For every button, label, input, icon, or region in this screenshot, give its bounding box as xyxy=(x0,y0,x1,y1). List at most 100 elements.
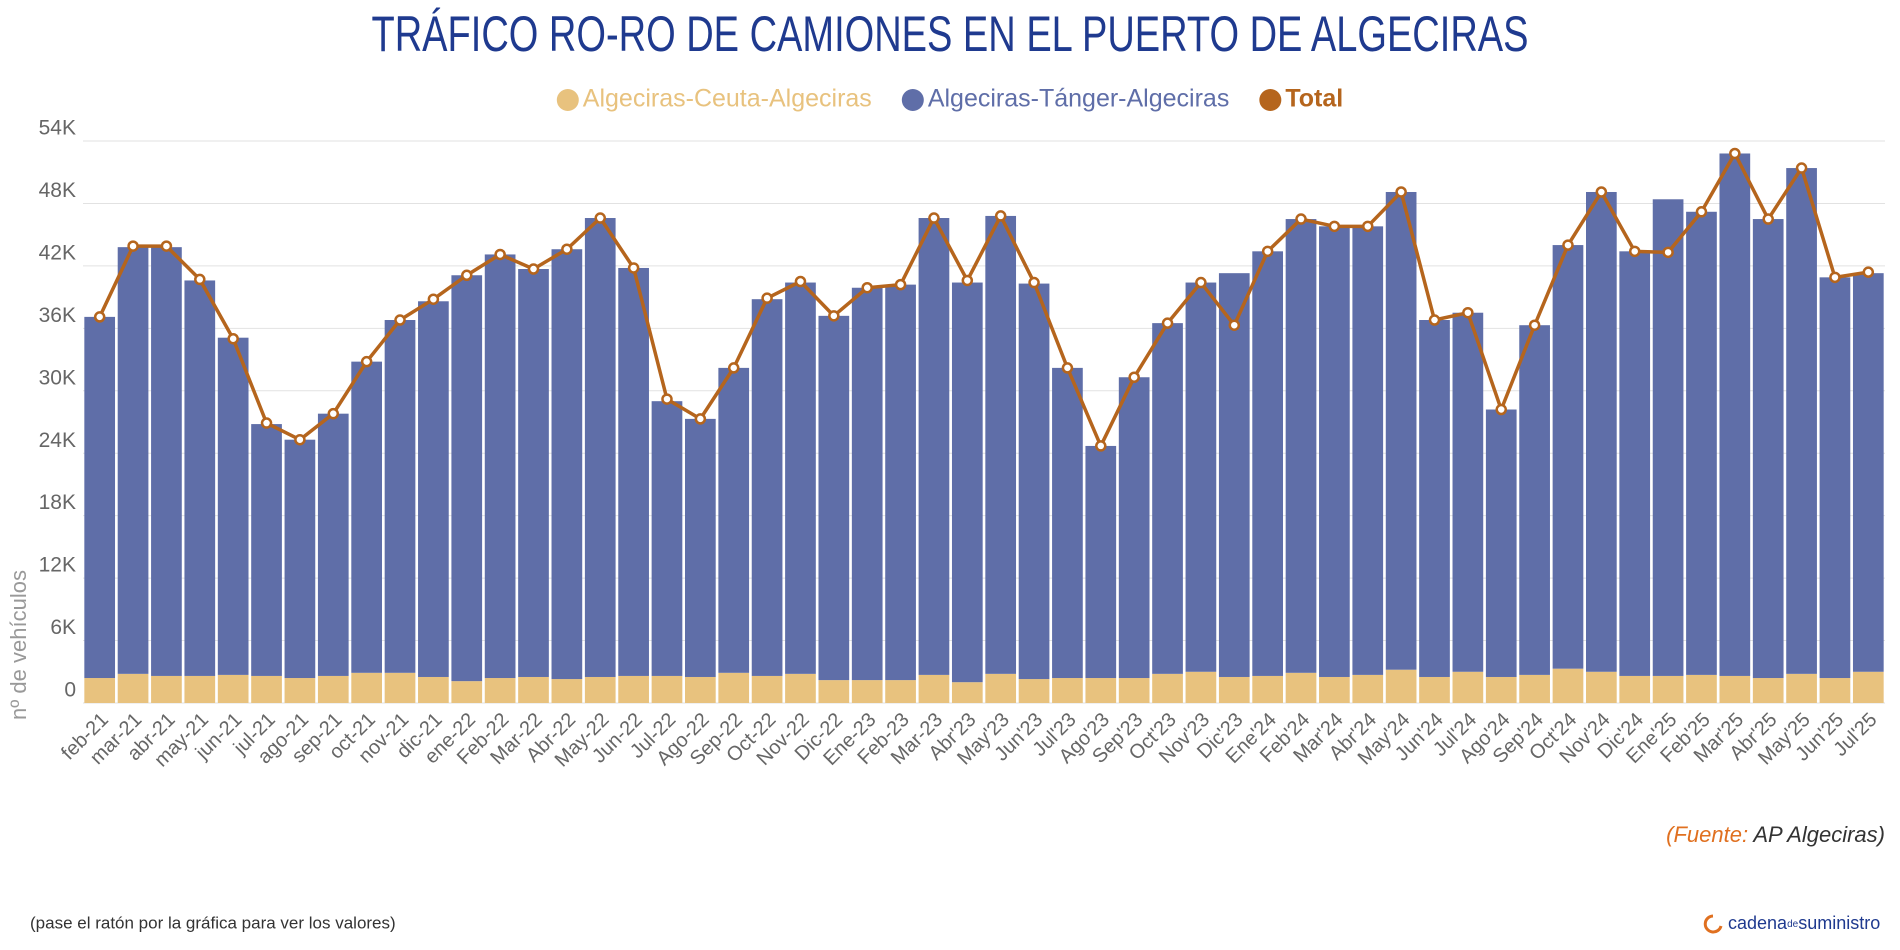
total-point xyxy=(1228,319,1241,331)
total-point xyxy=(494,248,506,261)
total-point xyxy=(1829,271,1841,284)
total-point xyxy=(794,275,807,288)
bar-segment xyxy=(1552,245,1584,669)
bar-segment xyxy=(251,424,282,676)
total-point xyxy=(1662,246,1674,259)
bar-segment xyxy=(1752,678,1784,703)
bar-segment xyxy=(1419,320,1450,677)
bar-segment xyxy=(1819,678,1851,703)
bar-segment xyxy=(1018,283,1050,680)
bar-segment xyxy=(284,678,316,703)
bar-segment xyxy=(785,673,816,703)
chart-title: TRÁFICO RO-RO DE CAMIONES EN EL PUERTO D… xyxy=(372,6,1529,62)
bar-segment xyxy=(885,284,916,681)
bar-segment xyxy=(818,315,850,681)
y-tick-label: 30K xyxy=(39,366,76,389)
legend-marker xyxy=(1259,89,1282,111)
bar-segment xyxy=(1118,377,1150,679)
bar-segment xyxy=(1819,277,1851,679)
y-tick-label: 54K xyxy=(39,117,76,140)
total-point xyxy=(1328,220,1341,233)
bar-segment xyxy=(1786,168,1817,674)
bar-segment xyxy=(1485,676,1517,703)
total-point xyxy=(1562,239,1574,251)
y-axis-title: nº de vehículos xyxy=(6,570,31,720)
bar-segment xyxy=(1752,219,1784,679)
bar-segment xyxy=(1152,673,1183,703)
total-point xyxy=(761,292,773,304)
total-point xyxy=(627,262,640,274)
y-tick-label: 18K xyxy=(39,491,76,514)
bar-segment xyxy=(1252,251,1283,676)
total-point xyxy=(1795,162,1808,174)
total-point xyxy=(1161,317,1174,329)
total-point xyxy=(1061,362,1074,374)
bar-segment xyxy=(184,675,216,703)
total-point xyxy=(1595,186,1608,198)
legend-label: Total xyxy=(1285,85,1343,113)
total-point xyxy=(1261,245,1274,258)
total-point xyxy=(561,243,573,255)
bar-segment xyxy=(618,267,649,676)
bar-segment xyxy=(1018,679,1050,703)
bar-segment xyxy=(351,672,382,703)
bar-segment xyxy=(1385,191,1417,670)
bar-segment xyxy=(351,361,382,673)
bar-segment xyxy=(1852,671,1884,703)
legend: Algeciras-Ceuta-Algeciras Algeciras-Tánge… xyxy=(556,85,1343,113)
bar-segment xyxy=(685,676,716,703)
bar-segment xyxy=(1652,675,1684,703)
bar-segment xyxy=(1352,226,1384,675)
bar-segment xyxy=(751,675,783,703)
bar-segment xyxy=(1452,671,1484,703)
bar-segment xyxy=(184,280,216,676)
bar-segment xyxy=(618,675,649,703)
y-tick-label: 48K xyxy=(39,179,76,202)
bar-segment xyxy=(1319,676,1350,703)
bar-segment xyxy=(1285,672,1317,703)
bar-segment xyxy=(518,269,549,677)
total-point xyxy=(1495,403,1507,416)
total-point xyxy=(427,293,440,305)
total-line xyxy=(98,151,1869,448)
total-point xyxy=(828,310,840,322)
bar-segment xyxy=(84,678,116,703)
total-point xyxy=(861,281,873,294)
y-tick-label: 36K xyxy=(39,304,76,327)
bar-segment xyxy=(718,367,750,673)
bar-segment xyxy=(1118,678,1150,703)
total-point xyxy=(1362,220,1374,233)
brand-main: cadena xyxy=(1728,913,1788,933)
total-point xyxy=(1195,276,1207,289)
bar-segment xyxy=(217,337,249,675)
total-point xyxy=(1128,371,1140,383)
brand-small: de xyxy=(1787,919,1799,930)
bar-segment xyxy=(418,301,449,677)
bar-segment xyxy=(217,674,249,703)
legend-label: Algeciras-Ceuta-Algeciras xyxy=(583,85,872,113)
total-point xyxy=(1428,314,1441,326)
total-point xyxy=(1695,206,1708,218)
bar-segment xyxy=(1319,226,1350,677)
bar-segment xyxy=(451,681,483,703)
logo-icon xyxy=(1703,914,1723,934)
bar-segment xyxy=(1852,273,1884,672)
brand-logo: cadenadesuministro xyxy=(1703,913,1880,934)
bar-segment xyxy=(651,675,683,703)
total-point xyxy=(360,355,373,368)
bar-segment xyxy=(1786,673,1817,703)
total-point xyxy=(928,212,940,224)
bar-segment xyxy=(951,682,983,703)
bar-segment xyxy=(685,418,716,677)
bar-segment xyxy=(1385,669,1417,703)
total-point xyxy=(294,433,306,446)
bar-segment xyxy=(1719,153,1751,676)
bar-segment xyxy=(1519,325,1550,675)
source-label: (Fuente: xyxy=(1666,822,1748,847)
bar-segment xyxy=(1586,671,1617,703)
bar-segment xyxy=(551,679,583,703)
bar-segment xyxy=(117,673,149,703)
bar-segment xyxy=(484,254,516,679)
total-point xyxy=(961,274,974,287)
